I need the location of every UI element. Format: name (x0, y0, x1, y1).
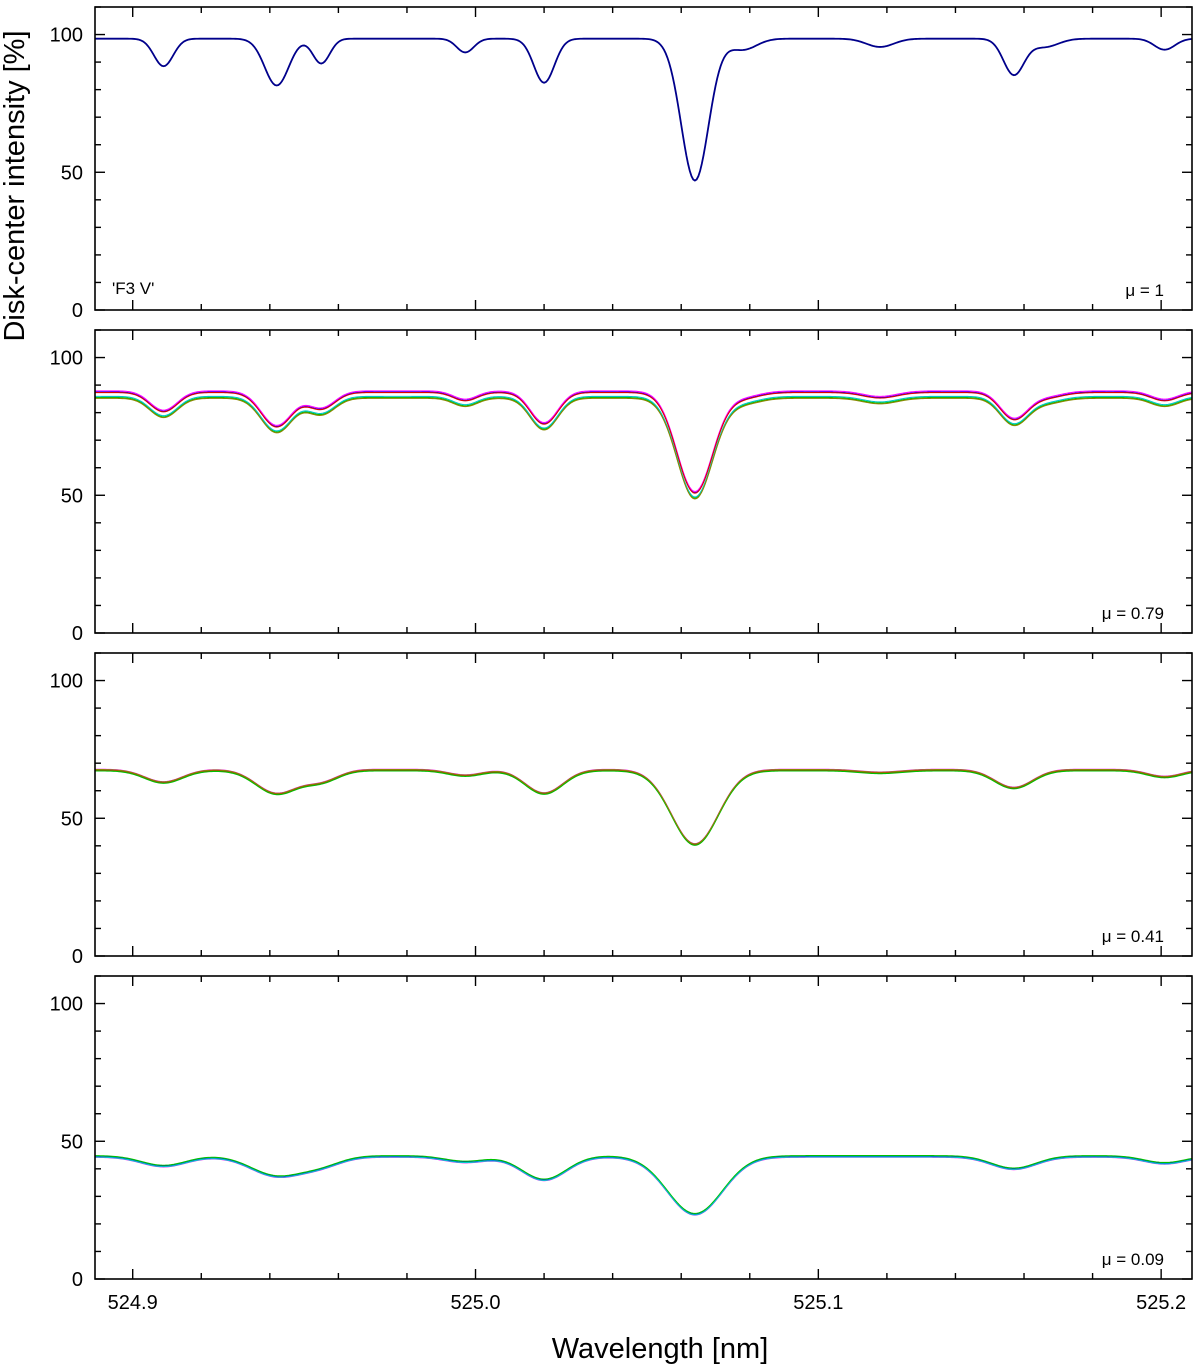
panel-1-y-ticks: 0 50 100 (50, 6, 1192, 322)
x-tick-label: 525.1 (793, 1292, 843, 1314)
y-tick-label: 100 (50, 671, 83, 693)
y-tick-label: 100 (50, 25, 83, 47)
y-tick-label: 50 (61, 808, 83, 830)
x-axis-label: Wavelength [nm] (552, 1333, 769, 1365)
panel-1-x-ticks (132, 7, 1162, 310)
panel-2-series-5 (95, 395, 1193, 498)
mu-label: μ = 0.41 (1102, 927, 1164, 946)
mu-label: μ = 0.79 (1102, 604, 1164, 623)
panel-2-frame (94, 329, 1193, 634)
panel-2-x-ticks (132, 330, 1162, 633)
y-tick-label: 0 (72, 946, 83, 968)
panel-1: 0 50 100 μ = 1 'F3 V' (50, 6, 1193, 322)
panel-4-y-ticks: 0 50 100 (50, 975, 1192, 1291)
panel-3-series-2 (95, 768, 1193, 845)
panel-3-series-1 (94, 769, 1193, 845)
star-type-label: 'F3 V' (112, 279, 154, 298)
panel-2-series-2 (95, 390, 1193, 493)
panel-3-series-3 (94, 769, 1193, 846)
panel-1-frame (94, 6, 1193, 311)
panel-3-frame (94, 652, 1193, 957)
y-tick-label: 0 (72, 623, 83, 645)
panel-2-series-3 (95, 391, 1193, 494)
panel-3-series-5 (94, 768, 1193, 845)
chart-panels: 0 50 100 μ = 1 'F3 V' 0 50 100 μ = 0.79 0 50 100 μ =… (50, 6, 1193, 1314)
panel-4-x-ticks (132, 976, 1162, 1279)
panel-2-curves (95, 390, 1193, 500)
panel-1-curves (95, 37, 1193, 182)
panel-3: 0 50 100 μ = 0.41 (50, 652, 1193, 968)
x-tick-label: 524.9 (108, 1292, 158, 1314)
panel-3-curves (94, 768, 1193, 846)
panel-3-x-ticks (132, 653, 1162, 956)
y-tick-label: 100 (50, 994, 83, 1016)
y-axis-label: Disk-center intensity [%] (0, 30, 31, 341)
mu-label: μ = 1 (1125, 281, 1164, 300)
y-tick-label: 0 (72, 300, 83, 322)
panel-1-series-1 (95, 37, 1193, 182)
x-tick-labels: 524.9 525.0 525.1 525.2 (108, 1292, 1186, 1314)
panel-3-series-4 (94, 770, 1193, 846)
mu-label: μ = 0.09 (1102, 1250, 1164, 1269)
panel-4-series-3 (94, 1155, 1193, 1214)
x-tick-label: 525.2 (1136, 1292, 1186, 1314)
panel-2-series-6 (95, 397, 1193, 500)
panel-4-series-4 (94, 1156, 1193, 1216)
panel-2-series-4 (95, 396, 1193, 499)
y-tick-label: 0 (72, 1269, 83, 1291)
panel-2-y-ticks: 0 50 100 (50, 329, 1192, 645)
y-tick-label: 100 (50, 348, 83, 370)
panel-3-y-ticks: 0 50 100 (50, 652, 1192, 968)
panel-4: 0 50 100 μ = 0.09 (50, 975, 1193, 1291)
y-tick-label: 50 (61, 1131, 83, 1153)
y-tick-label: 50 (61, 162, 83, 184)
x-tick-label: 525.0 (450, 1292, 500, 1314)
panel-2-series-1 (95, 391, 1193, 494)
panel-4-curves (94, 1155, 1193, 1216)
panel-2: 0 50 100 μ = 0.79 (50, 329, 1193, 645)
panel-4-frame (94, 975, 1193, 1280)
y-tick-label: 50 (61, 485, 83, 507)
